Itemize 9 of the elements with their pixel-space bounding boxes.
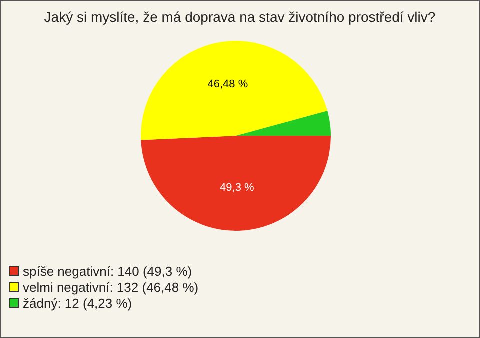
pie-slice — [141, 136, 331, 231]
data-label: 46,48 % — [208, 78, 248, 90]
chart-title: Jaký si myslíte, že má doprava na stav životního prostředí vliv? — [43, 9, 437, 25]
legend-label: žádný: 12 (4,23 %) — [23, 296, 132, 310]
pie-slice — [236, 111, 331, 136]
legend-label: spíše negativní: 140 (49,3 %) — [23, 264, 192, 278]
data-label: 49,3 % — [220, 182, 254, 194]
pie-slice — [141, 41, 328, 140]
legend-label: velmi negativní: 132 (46,48 %) — [23, 280, 199, 294]
